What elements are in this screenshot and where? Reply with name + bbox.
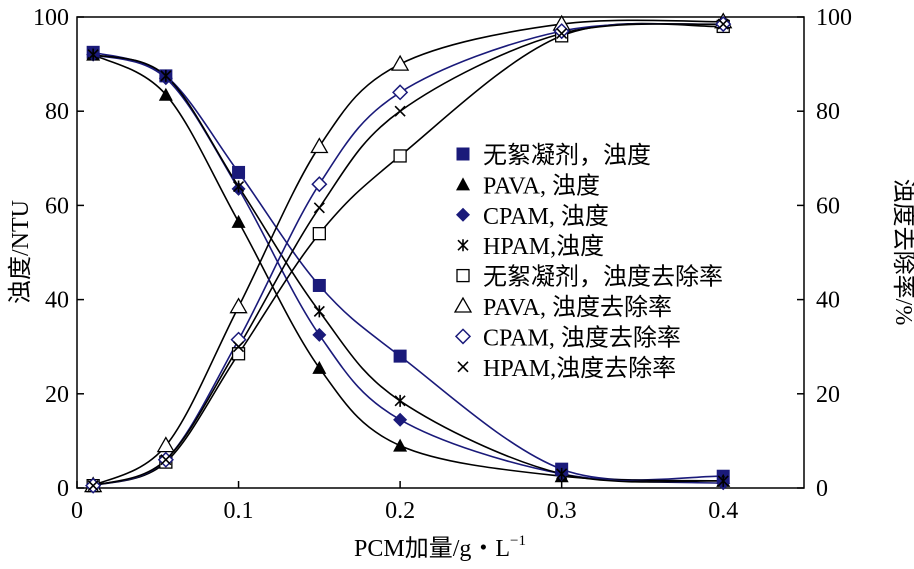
x-tick-label: 0.3	[547, 498, 577, 524]
data-point-PAVA-浊度去除率	[156, 436, 175, 453]
series-line-无絮凝剂-浊度去除率	[92, 22, 724, 487]
data-point-HPAM-浊度	[556, 467, 568, 480]
legend-marker-CPAM-浊度去除率	[454, 328, 472, 345]
x-axis-label: PCM加量/g・L−1	[354, 533, 526, 562]
data-point-PAVA-浊度	[231, 214, 246, 228]
left-y-tick-label: 40	[45, 288, 69, 314]
legend-marker-PAVA-浊度	[456, 177, 470, 191]
series-curves	[92, 19, 724, 487]
data-point-HPAM-浊度	[313, 305, 325, 318]
data-point-HPAM-浊度去除率	[232, 341, 245, 353]
legend-label: HPAM,浊度去除率	[483, 355, 676, 382]
legend-label: HPAM,浊度	[483, 233, 604, 260]
legend-label: 无絮凝剂，浊度	[483, 142, 651, 169]
right-y-tick-label: 60	[816, 193, 840, 219]
data-point-CPAM-浊度去除率	[392, 84, 409, 101]
legend-marker-HPAM-浊度去除率	[457, 361, 469, 373]
data-point-CPAM-浊度	[393, 412, 408, 427]
legend-marker-无絮凝剂-浊度去除率	[456, 268, 470, 283]
axes: 0 0.1 0.2 0.3 0.4 0 20 40 60 80 100 0 20 40 60 80 100	[33, 5, 852, 524]
legend-label: CPAM, 浊度	[483, 203, 609, 230]
data-point-HPAM-浊度	[160, 69, 172, 82]
data-point-PAVA-浊度去除率	[229, 297, 248, 314]
series-line-CPAM-浊度去除率	[92, 22, 724, 487]
data-point-无絮凝剂-浊度去除率	[231, 347, 246, 361]
plot-frame	[76, 16, 805, 489]
data-point-CPAM-浊度	[312, 327, 327, 342]
data-point-HPAM-浊度	[717, 474, 729, 487]
data-point-HPAM-浊度去除率	[394, 105, 406, 117]
x-tick-label: 0.2	[385, 498, 415, 524]
data-point-PAVA-浊度	[158, 87, 173, 101]
data-point-HPAM-浊度去除率	[160, 454, 172, 466]
data-point-无絮凝剂-浊度	[312, 278, 326, 292]
data-point-无絮凝剂-浊度去除率	[312, 227, 326, 241]
x-tick-label: 0.4	[708, 498, 738, 524]
data-point-HPAM-浊度	[87, 48, 99, 61]
data-point-无絮凝剂-浊度	[393, 349, 407, 363]
series-markers	[84, 12, 733, 494]
x-axis-label-superscript: −1	[510, 533, 526, 549]
right-y-tick-label: 40	[816, 288, 840, 314]
legend-label: 无絮凝剂，浊度去除率	[483, 264, 723, 291]
legend: 无絮凝剂，浊度 PAVA, 浊度 CPAM, 浊度 HPAM,浊度无絮凝剂，浊度去除率…	[453, 142, 723, 382]
data-point-PAVA-浊度去除率	[310, 137, 329, 154]
data-point-HPAM-浊度	[232, 180, 245, 193]
data-point-HPAM-浊度去除率	[313, 202, 325, 214]
data-point-PAVA-浊度去除率	[390, 54, 410, 71]
left-y-tick-label: 80	[45, 99, 69, 125]
data-point-HPAM-浊度去除率	[717, 18, 729, 30]
right-y-tick-label: 20	[816, 382, 840, 408]
right-y-tick-label: 100	[816, 5, 852, 31]
x-axis-label-main: PCM加量/g・L	[354, 535, 510, 562]
data-point-HPAM-浊度去除率	[556, 27, 568, 40]
x-tick-label: 0	[71, 498, 83, 524]
right-y-axis-label: 浊度去除率/%	[890, 179, 914, 326]
data-point-HPAM-浊度	[394, 394, 406, 407]
legend-marker-无絮凝剂-浊度	[456, 147, 470, 161]
legend-label: PAVA, 浊度	[483, 172, 600, 199]
right-y-tick-label: 80	[816, 99, 840, 125]
data-point-无絮凝剂-浊度	[232, 165, 246, 179]
left-y-tick-label: 20	[45, 382, 69, 408]
data-point-PAVA-浊度	[393, 438, 408, 452]
legend-marker-CPAM-浊度	[456, 207, 470, 222]
data-point-无絮凝剂-浊度去除率	[393, 149, 407, 163]
right-y-tick-label: 0	[816, 476, 828, 502]
data-point-HPAM-浊度去除率	[87, 480, 99, 492]
legend-label: PAVA, 浊度去除率	[483, 294, 672, 321]
data-point-PAVA-浊度	[312, 360, 327, 374]
series-line-PAVA-浊度去除率	[92, 19, 724, 487]
legend-marker-HPAM-浊度	[457, 239, 469, 252]
x-tick-label: 0.1	[224, 498, 254, 524]
left-y-tick-label: 0	[57, 476, 69, 502]
left-y-tick-label: 100	[33, 5, 69, 31]
data-point-CPAM-浊度去除率	[311, 176, 328, 193]
left-y-axis-label: 浊度/NTU	[7, 200, 34, 304]
series-line-HPAM-浊度去除率	[92, 23, 724, 487]
legend-label: CPAM, 浊度去除率	[483, 324, 681, 351]
left-y-tick-label: 60	[45, 193, 69, 219]
legend-marker-PAVA-浊度去除率	[453, 296, 473, 313]
data-point-CPAM-浊度去除率	[230, 331, 247, 348]
